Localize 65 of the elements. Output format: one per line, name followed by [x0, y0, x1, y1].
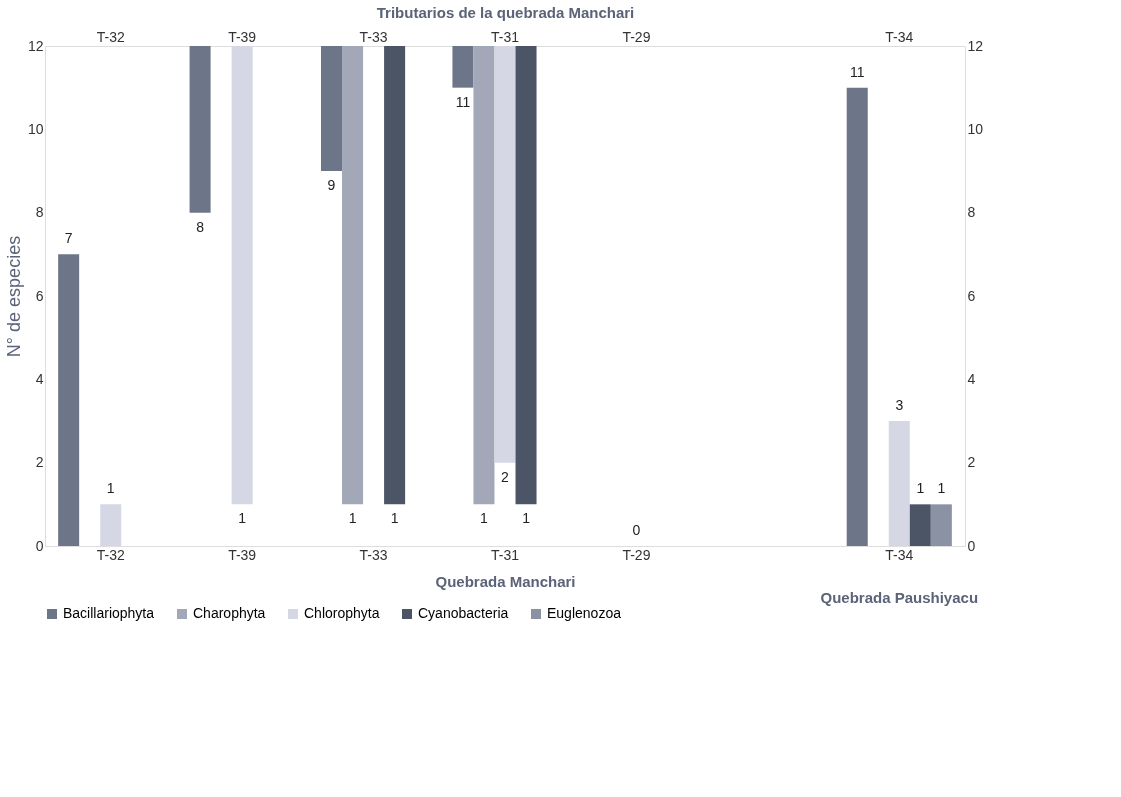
y2-tick-label: 4 — [967, 370, 976, 387]
legend-label: Cyanobacteria — [418, 605, 509, 621]
y2-tick-label: 2 — [967, 454, 976, 471]
data-label: 11 — [455, 93, 471, 110]
y-axis-title: N° de especies — [3, 235, 24, 358]
bar — [888, 421, 910, 546]
data-label: 3 — [895, 397, 904, 413]
y2-tick-label: 0 — [967, 537, 976, 554]
y2-tick-label: 8 — [967, 204, 976, 221]
data-label: 8 — [196, 218, 205, 235]
bar — [846, 87, 868, 546]
y2-tick-label: 12 — [967, 37, 984, 54]
y2-tick-label: 6 — [967, 287, 976, 304]
category-label: T-29 — [622, 28, 651, 45]
bar — [58, 254, 80, 546]
category-label: T-32 — [96, 28, 125, 45]
x2-axis-title: Tributarios de la quebrada Manchari — [376, 3, 635, 21]
category-label: T-34 — [885, 28, 914, 45]
y-tick-label: 4 — [35, 370, 44, 387]
y2-tick-label: 10 — [967, 120, 984, 137]
data-label: 1 — [522, 510, 531, 527]
y-tick-label: 12 — [27, 37, 44, 54]
x-tick-label: T-31 — [490, 546, 520, 563]
legend-label: Euglenozoa — [547, 605, 622, 621]
bar — [473, 46, 495, 505]
data-label: 1 — [916, 480, 925, 497]
bar — [100, 504, 122, 546]
data-label: 2 — [501, 468, 510, 485]
data-label: 7 — [64, 230, 73, 247]
data-label: 11 — [849, 63, 865, 80]
bar — [189, 46, 211, 213]
bar — [342, 46, 364, 505]
bar — [452, 46, 474, 88]
x-tick-label: T-29 — [622, 546, 651, 563]
bar — [515, 46, 537, 505]
data-label: 1 — [348, 510, 357, 527]
data-label: 1 — [937, 480, 946, 497]
x-axis-title: Quebrada Manchari — [435, 572, 576, 590]
x-tick-label: T-39 — [228, 546, 257, 563]
y-tick-label: 2 — [35, 454, 44, 471]
bar — [321, 46, 343, 171]
y-tick-label: 10 — [27, 120, 44, 137]
bar — [909, 504, 931, 546]
data-label: 0 — [632, 522, 641, 538]
text: Quebrada Paushiyacu — [820, 589, 979, 606]
bar — [494, 46, 516, 463]
category-label: T-39 — [228, 28, 257, 45]
data-label: 1 — [238, 510, 247, 527]
data-label: 1 — [390, 510, 399, 527]
legend-label: Bacillariophyta — [63, 605, 155, 621]
legend-label: Charophyta — [193, 605, 266, 621]
category-label: T-33 — [359, 28, 388, 45]
data-label: 1 — [480, 510, 489, 527]
x-tick-label: T-34 — [885, 546, 914, 563]
y-tick-label: 0 — [35, 537, 44, 554]
legend-label: Chlorophyta — [304, 605, 380, 621]
data-label: 1 — [106, 480, 115, 497]
x-tick-label: T-32 — [96, 546, 125, 563]
y-tick-label: 6 — [35, 287, 44, 304]
bar — [384, 46, 406, 505]
y-tick-label: 8 — [35, 204, 44, 221]
data-label: 9 — [327, 177, 336, 193]
category-label: T-31 — [490, 28, 520, 45]
x-tick-label: T-33 — [359, 546, 388, 563]
bar — [930, 504, 952, 546]
